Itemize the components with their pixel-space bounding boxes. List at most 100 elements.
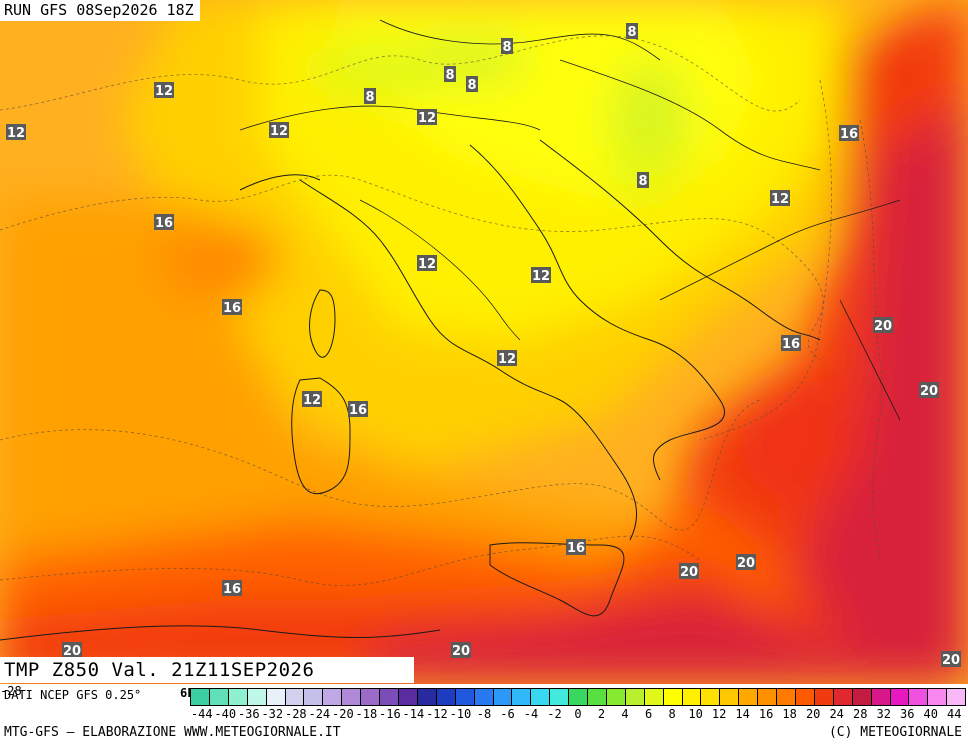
- contour-label: 8: [626, 23, 638, 40]
- legend-swatch: [531, 689, 551, 705]
- legend-tick-label: 44: [947, 707, 962, 721]
- contour-label-text: 8: [638, 174, 647, 189]
- isotherm-lines: [0, 35, 883, 586]
- contour-label-text: 12: [270, 124, 288, 139]
- legend-swatch: [228, 689, 248, 705]
- legend-tick-label: 10: [688, 707, 703, 721]
- contour-label-text: 20: [63, 644, 81, 659]
- contour-label-text: 12: [7, 126, 25, 141]
- legend-swatch: [361, 689, 381, 705]
- legend-swatch: [493, 689, 513, 705]
- contour-label: 20: [919, 382, 939, 399]
- legend-tick-label: -40: [214, 707, 237, 721]
- legend-swatch: [682, 689, 702, 705]
- contour-label: 12: [269, 122, 289, 139]
- contour-label-text: 16: [155, 216, 173, 231]
- contour-label-text: 12: [155, 84, 173, 99]
- contour-label-text: 8: [365, 90, 374, 105]
- contour-label: 12: [302, 391, 322, 408]
- legend-swatch: [436, 689, 456, 705]
- legend-tick-label: -36: [237, 707, 260, 721]
- credit-right: (C) METEOGIORNALE: [828, 725, 962, 740]
- legend-tick-label: -10: [449, 707, 472, 721]
- legend-swatch: [606, 689, 626, 705]
- contour-label: 8: [444, 66, 456, 83]
- contour-label-text: 16: [840, 127, 858, 142]
- contour-label-text: 8: [445, 68, 454, 83]
- legend-tick-label: -32: [261, 707, 284, 721]
- coastlines: [0, 19, 901, 641]
- contour-label: 20: [679, 563, 699, 580]
- temperature-field: [0, 0, 968, 684]
- legend-tick-label: 12: [711, 707, 727, 721]
- contour-label: 12: [417, 109, 437, 126]
- run-label: RUN GFS 08Sep2026 18Z: [0, 0, 200, 21]
- legend-swatch: [417, 689, 437, 705]
- contour-label: 12: [417, 255, 437, 272]
- scale-left-label: -28: [0, 684, 22, 698]
- legend-tick-label: 2: [597, 707, 606, 721]
- legend-tick-label: 0: [574, 707, 582, 721]
- legend-swatch: [928, 689, 948, 705]
- legend-swatch: [720, 689, 740, 705]
- legend-tick-label: 14: [735, 707, 750, 721]
- contour-label-text: 16: [567, 541, 585, 556]
- contour-label: 20: [941, 651, 961, 668]
- legend-swatch: [644, 689, 664, 705]
- legend-tick-label: -14: [402, 707, 425, 721]
- legend-tick-label: 8: [668, 707, 676, 721]
- contour-label: 12: [497, 350, 517, 367]
- contour-label: 8: [466, 76, 478, 93]
- contour-label-text: 12: [498, 352, 516, 367]
- legend-swatch: [909, 689, 929, 705]
- legend-tick-label: -2: [547, 707, 562, 721]
- legend-swatch: [796, 689, 815, 705]
- contour-label: 20: [873, 317, 893, 334]
- contour-label-text: 16: [349, 403, 367, 418]
- contour-label: 12: [154, 82, 174, 99]
- legend-swatch: [569, 689, 589, 705]
- contour-label-text: 20: [942, 653, 960, 668]
- contour-label: 16: [566, 539, 586, 556]
- contour-label-text: 12: [418, 257, 436, 272]
- contour-label-text: 8: [627, 25, 636, 40]
- contour-label: 20: [62, 642, 82, 659]
- contour-label-text: 20: [874, 319, 892, 334]
- credit-left: MTG-GFS – ELABORAZIONE WWW.METEOGIORNALE…: [4, 725, 341, 740]
- contour-label-text: 20: [680, 565, 698, 580]
- contour-label-text: 8: [467, 78, 476, 93]
- contour-label-text: 8: [502, 40, 511, 55]
- contour-label-text: 20: [737, 556, 755, 571]
- legend-tick-label: 18: [782, 707, 797, 721]
- legend-swatch: [247, 689, 267, 705]
- legend-tick-label: -24: [308, 707, 331, 721]
- contour-label: 8: [501, 38, 513, 55]
- legend-swatch: [323, 689, 343, 705]
- contour-label: 20: [736, 554, 756, 571]
- legend-swatch: [758, 689, 778, 705]
- contour-label: 12: [770, 190, 790, 207]
- contour-label-text: 12: [771, 192, 789, 207]
- contour-label-text: 12: [303, 393, 321, 408]
- legend-tick-label: -44: [190, 707, 213, 721]
- legend-tick-label: 24: [829, 707, 844, 721]
- color-legend: [190, 688, 966, 706]
- legend-tick-label: 4: [621, 707, 629, 721]
- legend-swatch: [550, 689, 570, 705]
- legend-ticks: -44 -40 -36 -32 -28 -24 -20 -18 -16 -14 -12 -10 -8 -6…: [190, 707, 966, 723]
- contour-label: 12: [6, 124, 26, 141]
- contour-label-text: 12: [532, 269, 550, 284]
- contour-label-text: 16: [223, 301, 241, 316]
- legend-swatch: [777, 689, 796, 705]
- legend-swatch: [947, 689, 966, 705]
- legend-swatch: [342, 689, 362, 705]
- legend-swatch: [512, 689, 532, 705]
- legend-tick-label: 40: [923, 707, 938, 721]
- legend-tick-label: 36: [900, 707, 915, 721]
- legend-tick-label: -20: [332, 707, 354, 721]
- contour-label: 12: [531, 267, 551, 284]
- contour-label-text: 12: [418, 111, 436, 126]
